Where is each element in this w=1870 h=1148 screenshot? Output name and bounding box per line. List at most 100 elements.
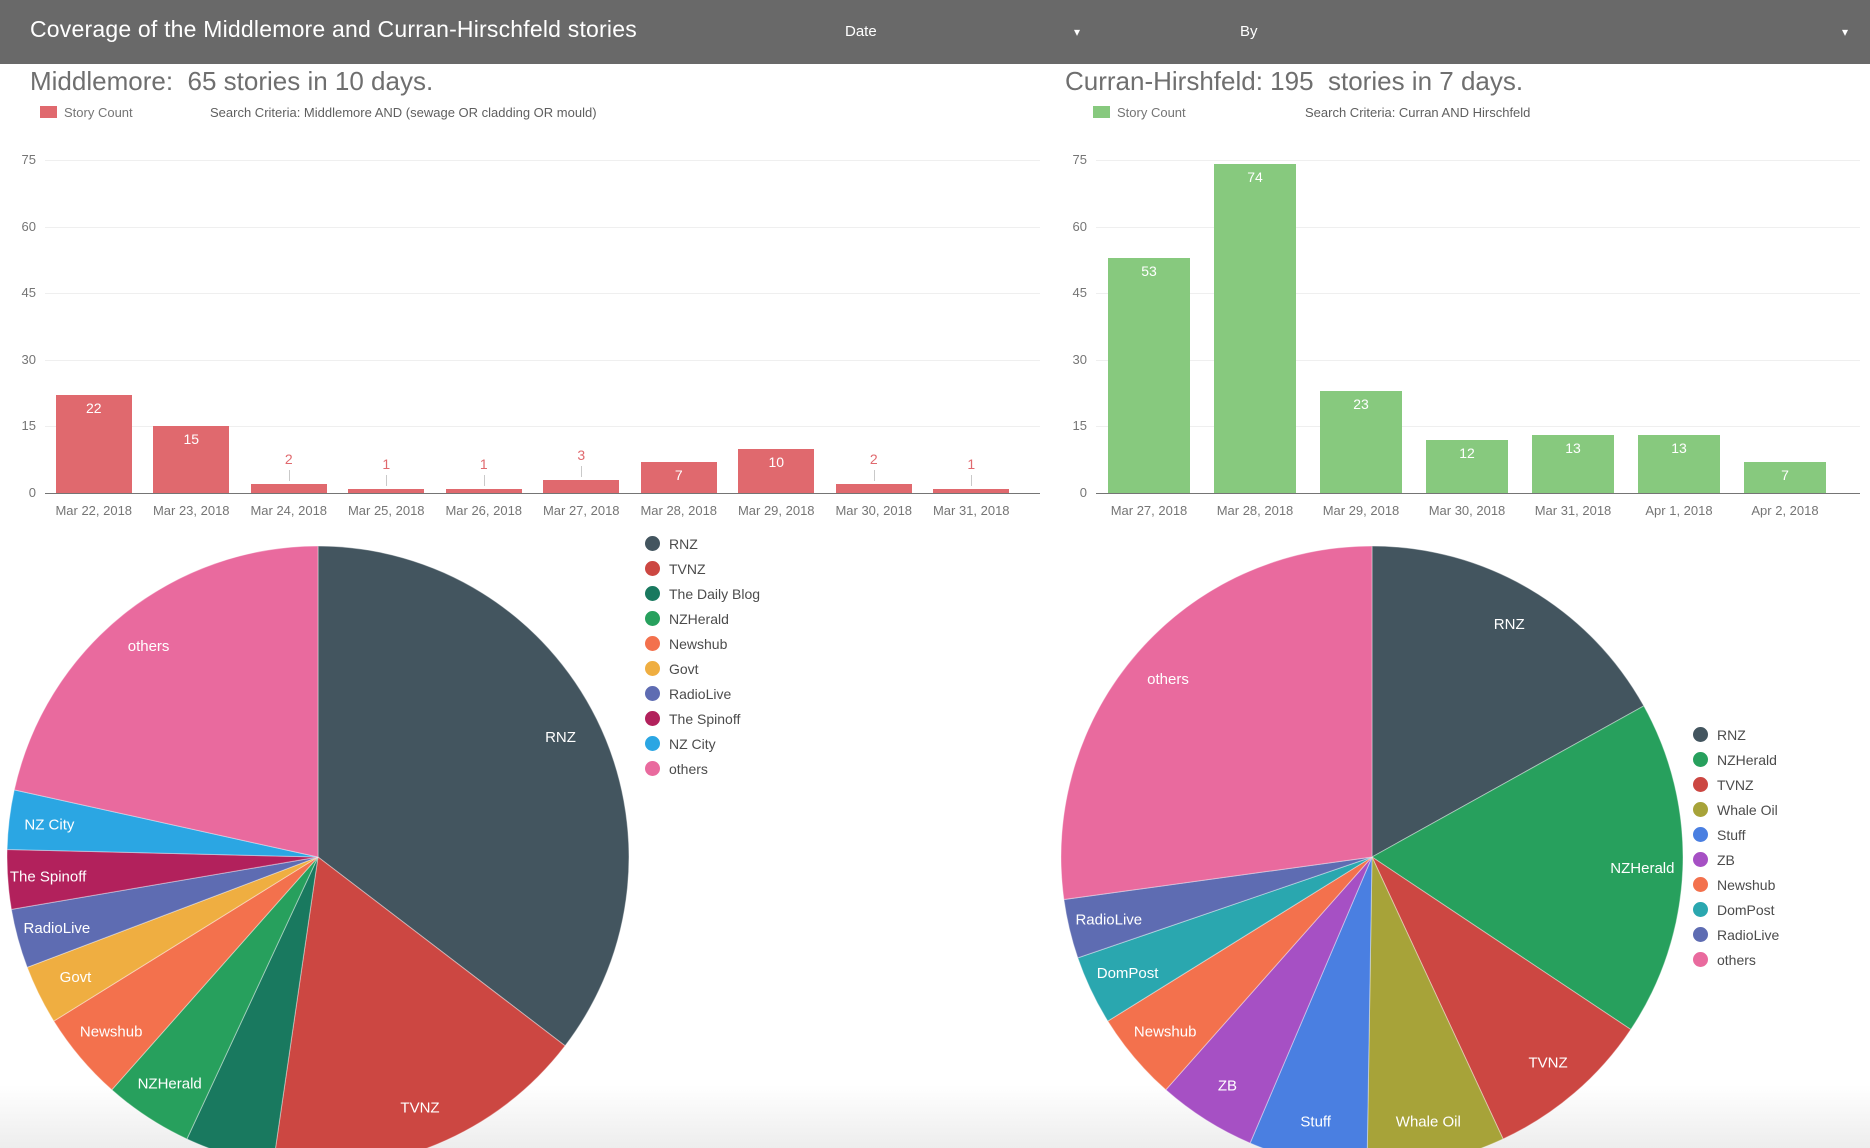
pie-slice-label: TVNZ	[1529, 1054, 1568, 1071]
bar-Mar 30, 2018[interactable]	[835, 484, 912, 493]
legend-item-NZ City: NZ City	[645, 731, 760, 756]
legend-item-label: others	[669, 760, 708, 777]
bar-Mar 30, 2018[interactable]	[1426, 439, 1508, 493]
bar-Mar 23, 2018[interactable]	[153, 426, 230, 493]
x-axis-label: Mar 29, 2018	[1322, 503, 1400, 518]
pie-slice-Newshub[interactable]	[1107, 856, 1373, 1091]
y-axis-label: 60	[1072, 218, 1087, 234]
pie-slice-RNZ[interactable]	[1371, 545, 1645, 858]
legend-item-RadioLive: RadioLive	[645, 681, 760, 706]
pie-slice-RNZ[interactable]	[317, 545, 630, 1047]
pie-slice-Newshub[interactable]	[53, 856, 319, 1091]
x-axis-label: Mar 22, 2018	[55, 503, 133, 518]
x-axis-label: Mar 24, 2018	[250, 503, 328, 518]
gridline	[45, 226, 1040, 228]
pie-slice-label: RadioLive	[1075, 912, 1142, 929]
legend-color-dot	[1693, 902, 1708, 917]
bar-Mar 29, 2018[interactable]	[738, 448, 815, 493]
bar-Mar 29, 2018[interactable]	[1320, 390, 1402, 493]
bar-Mar 31, 2018[interactable]	[933, 488, 1010, 493]
legend-item-Newshub: Newshub	[645, 631, 760, 656]
bar-Mar 31, 2018[interactable]	[1532, 435, 1614, 493]
bar-value-label: 10	[768, 453, 785, 470]
legend-color-dot	[645, 661, 660, 676]
legend-item-others: others	[645, 756, 760, 781]
story-count-swatch	[1093, 106, 1110, 118]
x-axis-label: Mar 27, 2018	[1110, 503, 1188, 518]
bar-Mar 22, 2018[interactable]	[55, 395, 132, 493]
pie-slice-RadioLive[interactable]	[1063, 856, 1373, 959]
legend-color-dot	[1693, 952, 1708, 967]
bar-Mar 26, 2018[interactable]	[445, 488, 522, 493]
gridline	[1096, 226, 1860, 228]
report-title: Coverage of the Middlemore and Curran-Hi…	[30, 16, 637, 42]
pie-slice-label: others	[128, 638, 170, 655]
pie-slice-Govt[interactable]	[26, 856, 319, 1022]
bar-Mar 28, 2018[interactable]	[640, 461, 717, 493]
x-axis-label: Apr 2, 2018	[1751, 503, 1819, 518]
middlemore-search-criteria: Search Criteria: Middlemore AND (sewage …	[210, 105, 597, 120]
bar-value-label: 12	[1459, 444, 1475, 461]
gridline	[45, 293, 1040, 295]
bar-value-label: 53	[1141, 262, 1157, 279]
pie-slice-label: RadioLive	[24, 920, 91, 937]
bar-Mar 28, 2018[interactable]	[1214, 164, 1296, 493]
pie-slice-RadioLive[interactable]	[10, 856, 319, 968]
date-filter-dropdown[interactable]: Date ▾	[845, 0, 1080, 64]
x-axis-label: Mar 23, 2018	[152, 503, 230, 518]
pie-slice-label: Govt	[60, 969, 93, 986]
x-axis-label: Mar 31, 2018	[1534, 503, 1612, 518]
middlemore-pie-legend: RNZ TVNZ The Daily Blog NZHerald Newshub Govt…	[645, 531, 760, 781]
y-axis-label: 60	[21, 218, 36, 234]
bar-Mar 27, 2018[interactable]	[543, 479, 620, 493]
chevron-down-icon: ▾	[1841, 25, 1848, 39]
pie-slice-The Spinoff[interactable]	[6, 848, 319, 910]
pie-slice-NZ City[interactable]	[6, 789, 319, 858]
pie-slice-Stuff[interactable]	[1249, 856, 1373, 1148]
bar-Apr 2, 2018[interactable]	[1744, 461, 1826, 493]
bar-value-label: 2	[284, 451, 293, 468]
bar-Mar 27, 2018[interactable]	[1108, 257, 1190, 493]
pie-slice-NZHerald[interactable]	[111, 856, 319, 1140]
bar-value-leader-line	[288, 470, 290, 482]
legend-color-dot	[645, 586, 660, 601]
gridline	[1096, 160, 1860, 161]
bar-Mar 24, 2018[interactable]	[250, 484, 327, 493]
pie-slice-The Daily Blog[interactable]	[186, 856, 319, 1148]
pie-slice-Whale Oil[interactable]	[1366, 856, 1504, 1148]
curran-pie-legend: RNZ NZHerald TVNZ Whale Oil Stuff ZB Newshub Do…	[1693, 722, 1779, 972]
story-count-legend-label: Story Count	[1117, 105, 1186, 120]
bar-value-label: 1	[479, 455, 488, 472]
x-axis-label: Apr 1, 2018	[1645, 503, 1713, 518]
bar-value-leader-line	[386, 474, 388, 486]
legend-color-dot	[645, 711, 660, 726]
bar-value-label: 23	[1353, 395, 1369, 412]
legend-item-ZB: ZB	[1693, 847, 1779, 872]
legend-item-label: Newshub	[669, 635, 728, 652]
x-axis-label: Mar 27, 2018	[542, 503, 620, 518]
bar-Apr 1, 2018[interactable]	[1638, 435, 1720, 493]
bar-Mar 25, 2018[interactable]	[348, 488, 425, 493]
x-axis-label: Mar 30, 2018	[1428, 503, 1506, 518]
legend-item-label: RadioLive	[1717, 926, 1780, 943]
by-filter-dropdown[interactable]: By ▾	[1240, 0, 1848, 64]
bar-value-leader-line	[483, 474, 485, 486]
pie-slice-NZHerald[interactable]	[1371, 705, 1684, 1031]
curran-search-criteria: Search Criteria: Curran AND Hirschfeld	[1305, 105, 1531, 120]
legend-item-label: others	[1717, 951, 1756, 968]
bar-value-leader-line	[581, 465, 583, 477]
pie-slice-others[interactable]	[13, 545, 319, 858]
legend-item-label: RNZ	[669, 535, 698, 552]
x-axis-label: Mar 25, 2018	[347, 503, 425, 518]
pie-slice-TVNZ[interactable]	[1370, 855, 1632, 1140]
x-axis-label: Mar 28, 2018	[640, 503, 718, 518]
chevron-down-icon: ▾	[1073, 25, 1080, 39]
pie-slice-others[interactable]	[1060, 545, 1373, 901]
gridline	[1096, 359, 1860, 361]
pie-slice-ZB[interactable]	[1165, 856, 1373, 1144]
y-axis-label: 0	[28, 485, 36, 500]
gridline	[45, 493, 1040, 494]
pie-slice-TVNZ[interactable]	[273, 856, 566, 1148]
y-axis-label: 75	[21, 152, 36, 167]
pie-slice-DomPost[interactable]	[1077, 856, 1373, 1022]
